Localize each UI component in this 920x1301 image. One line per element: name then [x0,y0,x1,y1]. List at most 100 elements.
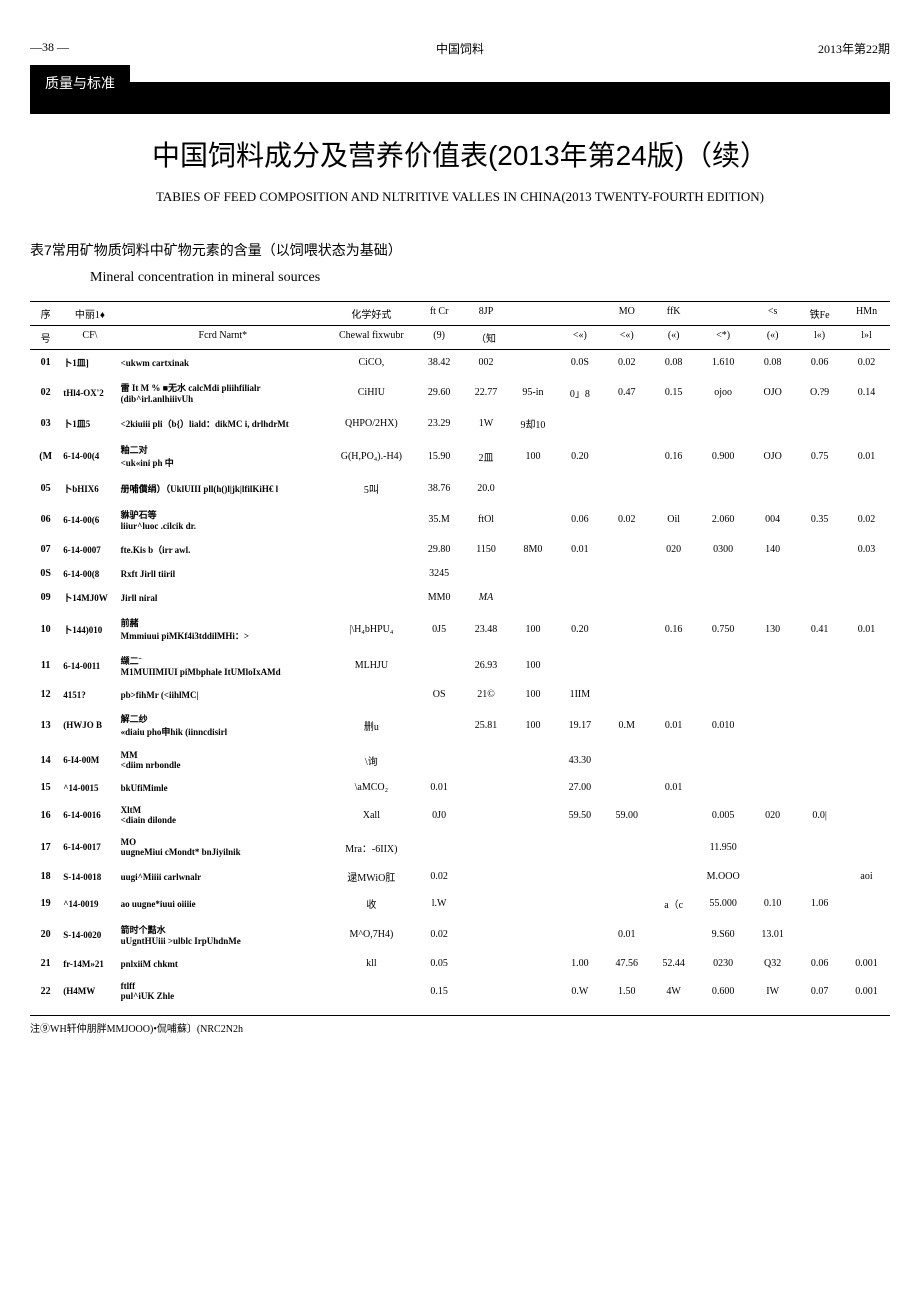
table-cell: 0.M [603,706,650,744]
table-cell: S-14-0020 [61,917,118,952]
table-cell [697,648,749,683]
table-cell: fr-14M»21 [61,952,118,975]
table-cell: 18 [30,863,61,890]
table-cell: 0.0| [796,799,843,831]
table-cell [749,863,796,890]
table-cell [509,350,556,376]
column-header: 8JP [463,302,510,326]
table-cell [650,831,697,863]
table-cell: 26.93 [463,648,510,683]
table-cell [697,776,749,799]
table-cell: 21 [30,952,61,975]
table-cell [843,475,890,502]
table-row: 0S6-14-00(8Rxft Jirll tiiril3245 [30,562,890,585]
table-cell [603,831,650,863]
table-cell [556,648,603,683]
table-cell [327,683,416,706]
table-cell: QHPO/2HX) [327,410,416,437]
table-cell: 10 [30,610,61,648]
table-cell: 55.000 [697,890,749,917]
table-cell: 0.41 [796,610,843,648]
table-cell [603,890,650,917]
table-cell: bkUfiMimle [119,776,327,799]
table-cell [463,831,510,863]
table-cell: 0.35 [796,502,843,537]
table-cell [697,410,749,437]
table-cell: 01 [30,350,61,376]
table-cell: CiCO, [327,350,416,376]
table-cell [556,863,603,890]
table-cell [556,562,603,585]
table-cell: 4W [650,975,697,1007]
table-cell [749,562,796,585]
table-cell: 02 [30,375,61,410]
table-cell: 貅驴石等liiur^luoc .cilcik dr. [119,502,327,537]
table-cell: 卜bHIX6 [61,475,118,502]
table-row: 05卜bHIX6册哺償绢）（UklUIII pll(h()l|jk|lfilKi… [30,475,890,502]
table-cell: (H4MW [61,975,118,1007]
table-cell: 38.42 [416,350,463,376]
table-cell [697,744,749,776]
table-cell [603,537,650,562]
table-cell: 缬二ˉM1MUIIMIUI piMbphale ItUMloIxAMd [119,648,327,683]
column-subheader: l»l [843,326,890,350]
table-cell [796,744,843,776]
table-cell: |\H₄bHPU₄ [327,610,416,648]
column-subheader: <«) [603,326,650,350]
table-cell: 1.610 [697,350,749,376]
table-cell [509,502,556,537]
table-row: 146-I4-00MMM<diim nrbondle\询43.30 [30,744,890,776]
table-cell [463,744,510,776]
table-cell [603,744,650,776]
table-cell: <ukwm cartxinak [119,350,327,376]
column-header: 铁Fe [796,302,843,326]
table-cell: 0.08 [749,350,796,376]
table-cell: XltM<diain dilonde [119,799,327,831]
table-cell [796,831,843,863]
table-cell: ^14-0015 [61,776,118,799]
footnote: 注⑨WH轩仲朋胖MMJOOO)•侃哺蘇〕(NRC2N2h [30,1015,890,1035]
table-cell [650,475,697,502]
table-cell: 0.20 [556,437,603,475]
table-cell: 0.01 [603,917,650,952]
table-cell [796,706,843,744]
table-cell: 19.17 [556,706,603,744]
table-cell: 0.01 [556,537,603,562]
table-cell [843,776,890,799]
table-cell: 21© [463,683,510,706]
table-cell: 020 [650,537,697,562]
table-cell: 删u [327,706,416,744]
table-cell: 0.06 [556,502,603,537]
table-cell [556,585,603,610]
table-cell [509,475,556,502]
table-cell: 11 [30,648,61,683]
table-cell: 4151? [61,683,118,706]
table-cell: 0230 [697,952,749,975]
table-cell [463,952,510,975]
table-cell: ftOl [463,502,510,537]
table-cell [843,917,890,952]
table-cell: 0.15 [650,375,697,410]
table-cell [650,648,697,683]
table-cell [650,744,697,776]
table-cell [416,744,463,776]
table-cell [463,863,510,890]
table-cell: 52.44 [650,952,697,975]
table-cell: 17 [30,831,61,863]
table-cell [416,648,463,683]
table-cell: 0.01 [843,610,890,648]
table-cell: 0.02 [603,350,650,376]
table-cell [843,585,890,610]
table-cell: ftlffpul^iUK Zhle [119,975,327,1007]
table-cell [463,917,510,952]
table-cell: 6-14-0007 [61,537,118,562]
table-cell: 0.75 [796,437,843,475]
table-cell: \aMCO₂ [327,776,416,799]
table-cell: 6-I4-00M [61,744,118,776]
table-cell: 27.00 [556,776,603,799]
table-cell [650,917,697,952]
table-cell: 130 [749,610,796,648]
title-chinese: 中国饲料成分及营养价值表(2013年第24版)（续） [30,134,890,174]
table-caption-english: Mineral concentration in mineral sources [90,270,890,286]
table-cell [749,776,796,799]
